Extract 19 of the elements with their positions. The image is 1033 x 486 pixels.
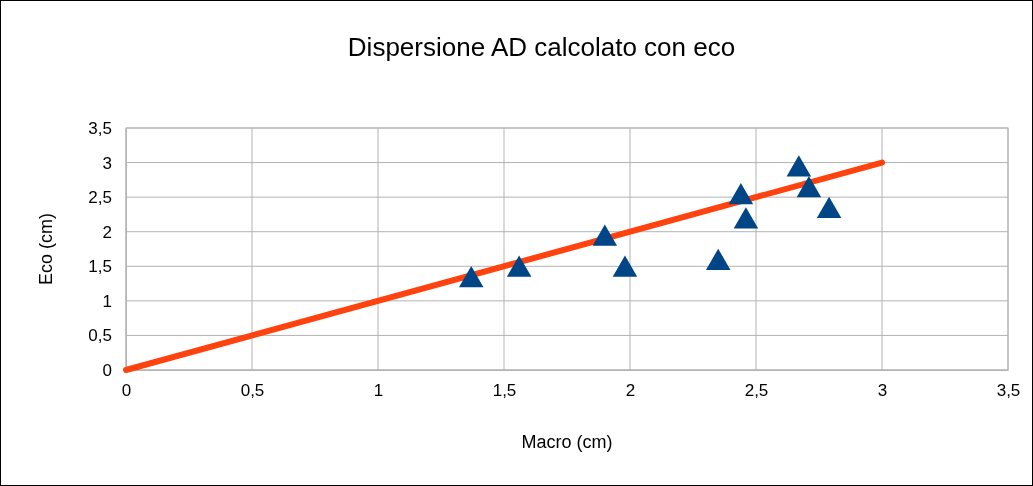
y-tick-label: 0,5 xyxy=(88,326,112,346)
x-tick-label: 0 xyxy=(121,381,132,401)
y-tick-label: 3 xyxy=(102,153,112,173)
y-axis-title: Eco (cm) xyxy=(36,213,56,285)
chart-title: Dispersione AD calcolato con eco xyxy=(347,32,736,62)
y-tick-label: 3,5 xyxy=(88,118,112,138)
x-axis-title: Macro (cm) xyxy=(521,432,613,452)
y-tick-label: 2,5 xyxy=(88,188,112,208)
y-tick-label: 1,5 xyxy=(88,257,112,277)
x-tick-label: 0,5 xyxy=(240,381,265,401)
x-tick-label: 3,5 xyxy=(996,381,1021,401)
x-tick-label: 2,5 xyxy=(744,381,769,401)
x-tick-label: 2 xyxy=(625,381,636,401)
y-tick-label: 2 xyxy=(102,222,112,242)
x-tick-label: 1 xyxy=(373,381,384,401)
x-tick-label: 3 xyxy=(877,381,888,401)
y-tick-label: 0 xyxy=(102,360,112,380)
y-tick-label: 1 xyxy=(102,291,112,311)
x-tick-label: 1,5 xyxy=(492,381,517,401)
